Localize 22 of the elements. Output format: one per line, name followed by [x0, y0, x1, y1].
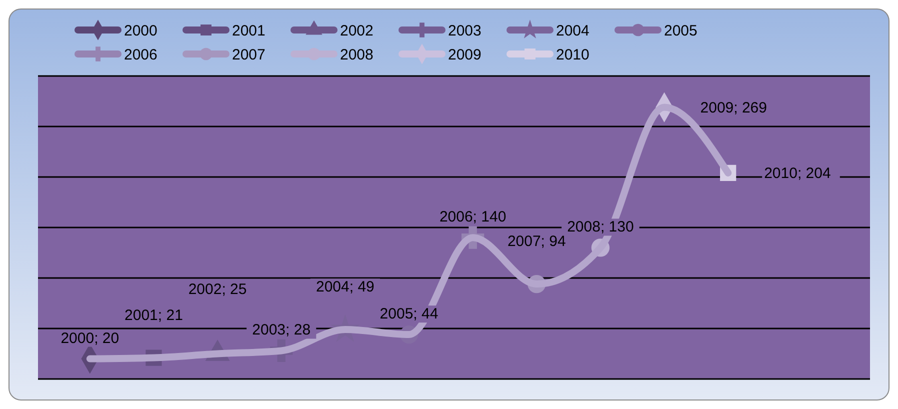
legend-label: 2004	[556, 22, 590, 40]
legend-label: 2001	[232, 22, 266, 40]
legend-label: 2005	[664, 22, 698, 40]
data-label: 2008; 130	[567, 218, 634, 236]
data-label: 2001; 21	[124, 306, 183, 324]
data-label: 2003; 28	[252, 322, 311, 339]
legend-label: 2006	[124, 46, 158, 64]
legend-label: 2000	[124, 22, 158, 40]
legend-label: 2002	[340, 22, 374, 40]
data-label: 2005; 44	[380, 306, 438, 323]
legend-label: 2009	[448, 46, 482, 64]
data-label: 2004; 49	[316, 278, 374, 296]
legend-label: 2008	[340, 46, 374, 64]
data-label: 2009; 269	[700, 99, 768, 116]
data-label: 2007; 94	[507, 233, 566, 250]
data-label: 2000; 20	[60, 330, 120, 347]
legend-label: 2003	[448, 22, 482, 40]
data-label: 2010; 204	[764, 164, 831, 182]
legend-label: 2007	[232, 46, 266, 64]
data-label: 2006; 140	[439, 208, 506, 226]
legend-label: 2010	[556, 46, 590, 64]
data-label: 2002; 25	[188, 280, 247, 298]
